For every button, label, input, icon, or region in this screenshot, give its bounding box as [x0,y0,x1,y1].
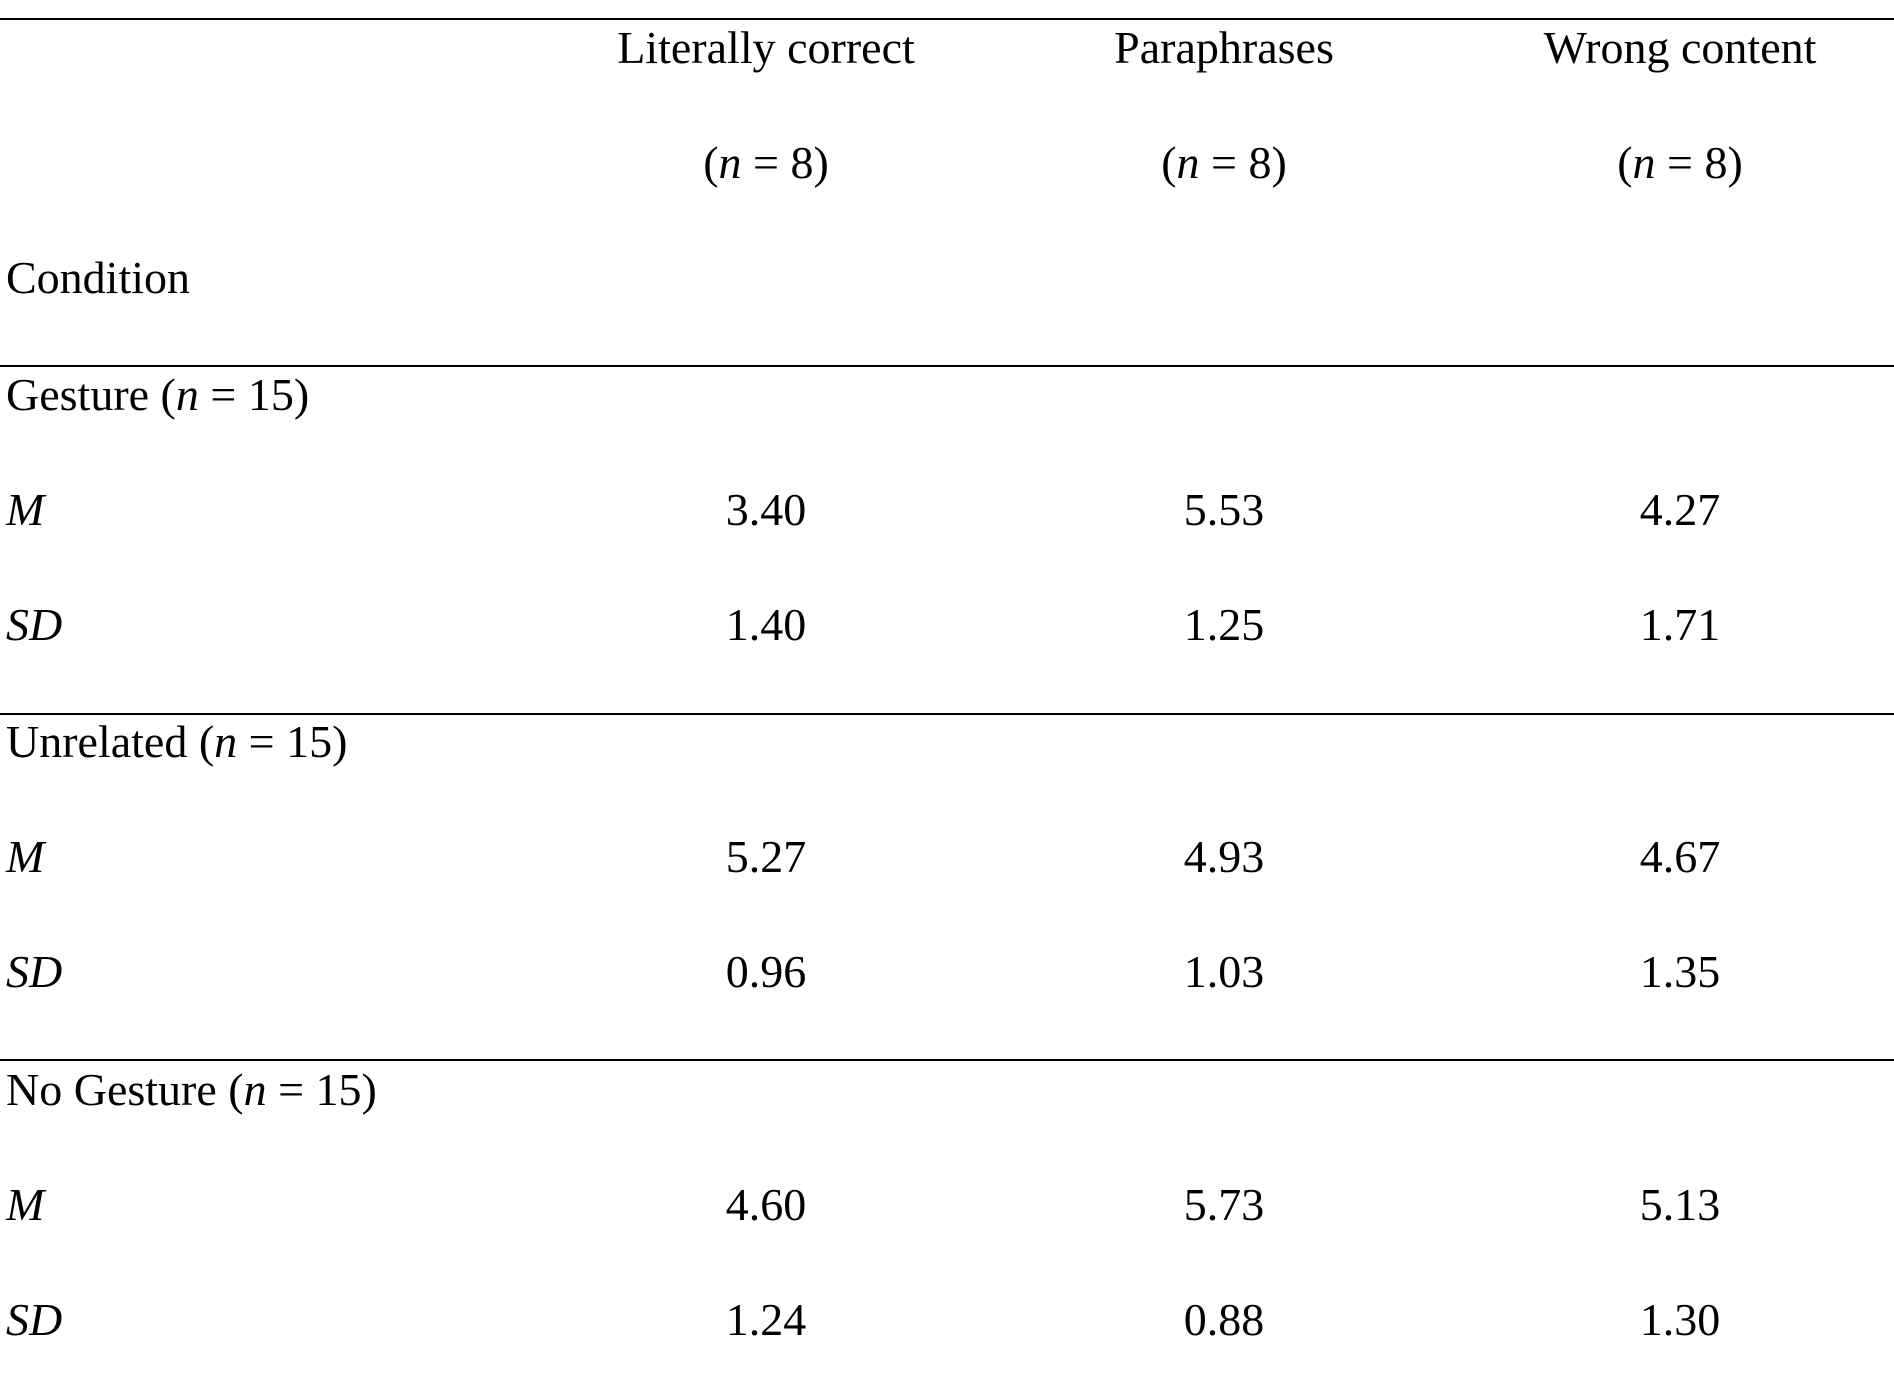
stat-text: SD [6,946,63,997]
text-segment: ( [703,137,719,188]
column-header: Wrong content [1543,22,1817,73]
stat-label: M [6,487,44,533]
stat-text: M [6,484,45,535]
group-label: Unrelated (n = 15) [6,719,347,765]
value-cell: 1.71 [1639,599,1721,650]
stat-label: M [6,834,44,880]
value-cell: 0.88 [1183,1294,1265,1345]
stat-text: M [6,1179,45,1230]
column-header: Paraphrases [1114,22,1334,73]
value-cell: 1.40 [725,599,807,650]
text-segment: Gesture ( [6,369,176,420]
group-label: No Gesture (n = 15) [6,1067,377,1113]
value-cell: 5.53 [1183,484,1265,535]
group-rule [0,713,1894,715]
stat-label: SD [6,1297,62,1343]
header-rule [0,365,1894,367]
text-segment: = 8) [1655,137,1743,188]
text-segment: No Gesture ( [6,1064,244,1115]
text-segment: n [175,369,199,420]
column-n: (n = 8) [1617,140,1743,186]
value-cell: 1.03 [1183,946,1265,997]
value-cell: 4.27 [1639,484,1721,535]
value-cell: 1.30 [1639,1294,1721,1345]
row-header: Condition [6,252,191,303]
text-segment: ( [1617,137,1633,188]
text-segment: = 8) [1199,137,1287,188]
text-segment: n [718,137,742,188]
value-cell: 4.67 [1639,831,1721,882]
stat-label: SD [6,949,62,995]
text-segment: n [1632,137,1656,188]
value-cell: 5.73 [1183,1179,1265,1230]
text-segment: Unrelated ( [6,716,215,767]
stat-text: M [6,831,45,882]
value-cell: 5.27 [725,831,807,882]
value-cell: 3.40 [725,484,807,535]
value-cell: 1.25 [1183,599,1265,650]
value-cell: 4.93 [1183,831,1265,882]
text-segment: n [243,1064,267,1115]
stat-label: SD [6,602,62,648]
text-segment: = 8) [741,137,829,188]
value-cell: 5.13 [1639,1179,1721,1230]
stat-text: SD [6,599,63,650]
column-n: (n = 8) [1161,140,1287,186]
text-segment: = 15) [198,369,310,420]
value-cell: 1.24 [725,1294,807,1345]
stat-text: SD [6,1294,63,1345]
value-cell: 4.60 [725,1179,807,1230]
stat-label: M [6,1182,44,1228]
value-cell: 1.35 [1639,946,1721,997]
column-n: (n = 8) [703,140,829,186]
text-segment: = 15) [266,1064,377,1115]
group-rule [0,1059,1894,1061]
text-segment: = 15) [237,716,348,767]
value-cell: 0.96 [725,946,807,997]
text-segment: n [214,716,238,767]
text-segment: ( [1161,137,1177,188]
top-rule [0,18,1894,20]
text-segment: n [1176,137,1200,188]
column-header: Literally correct [617,22,915,73]
group-label: Gesture (n = 15) [6,372,309,418]
